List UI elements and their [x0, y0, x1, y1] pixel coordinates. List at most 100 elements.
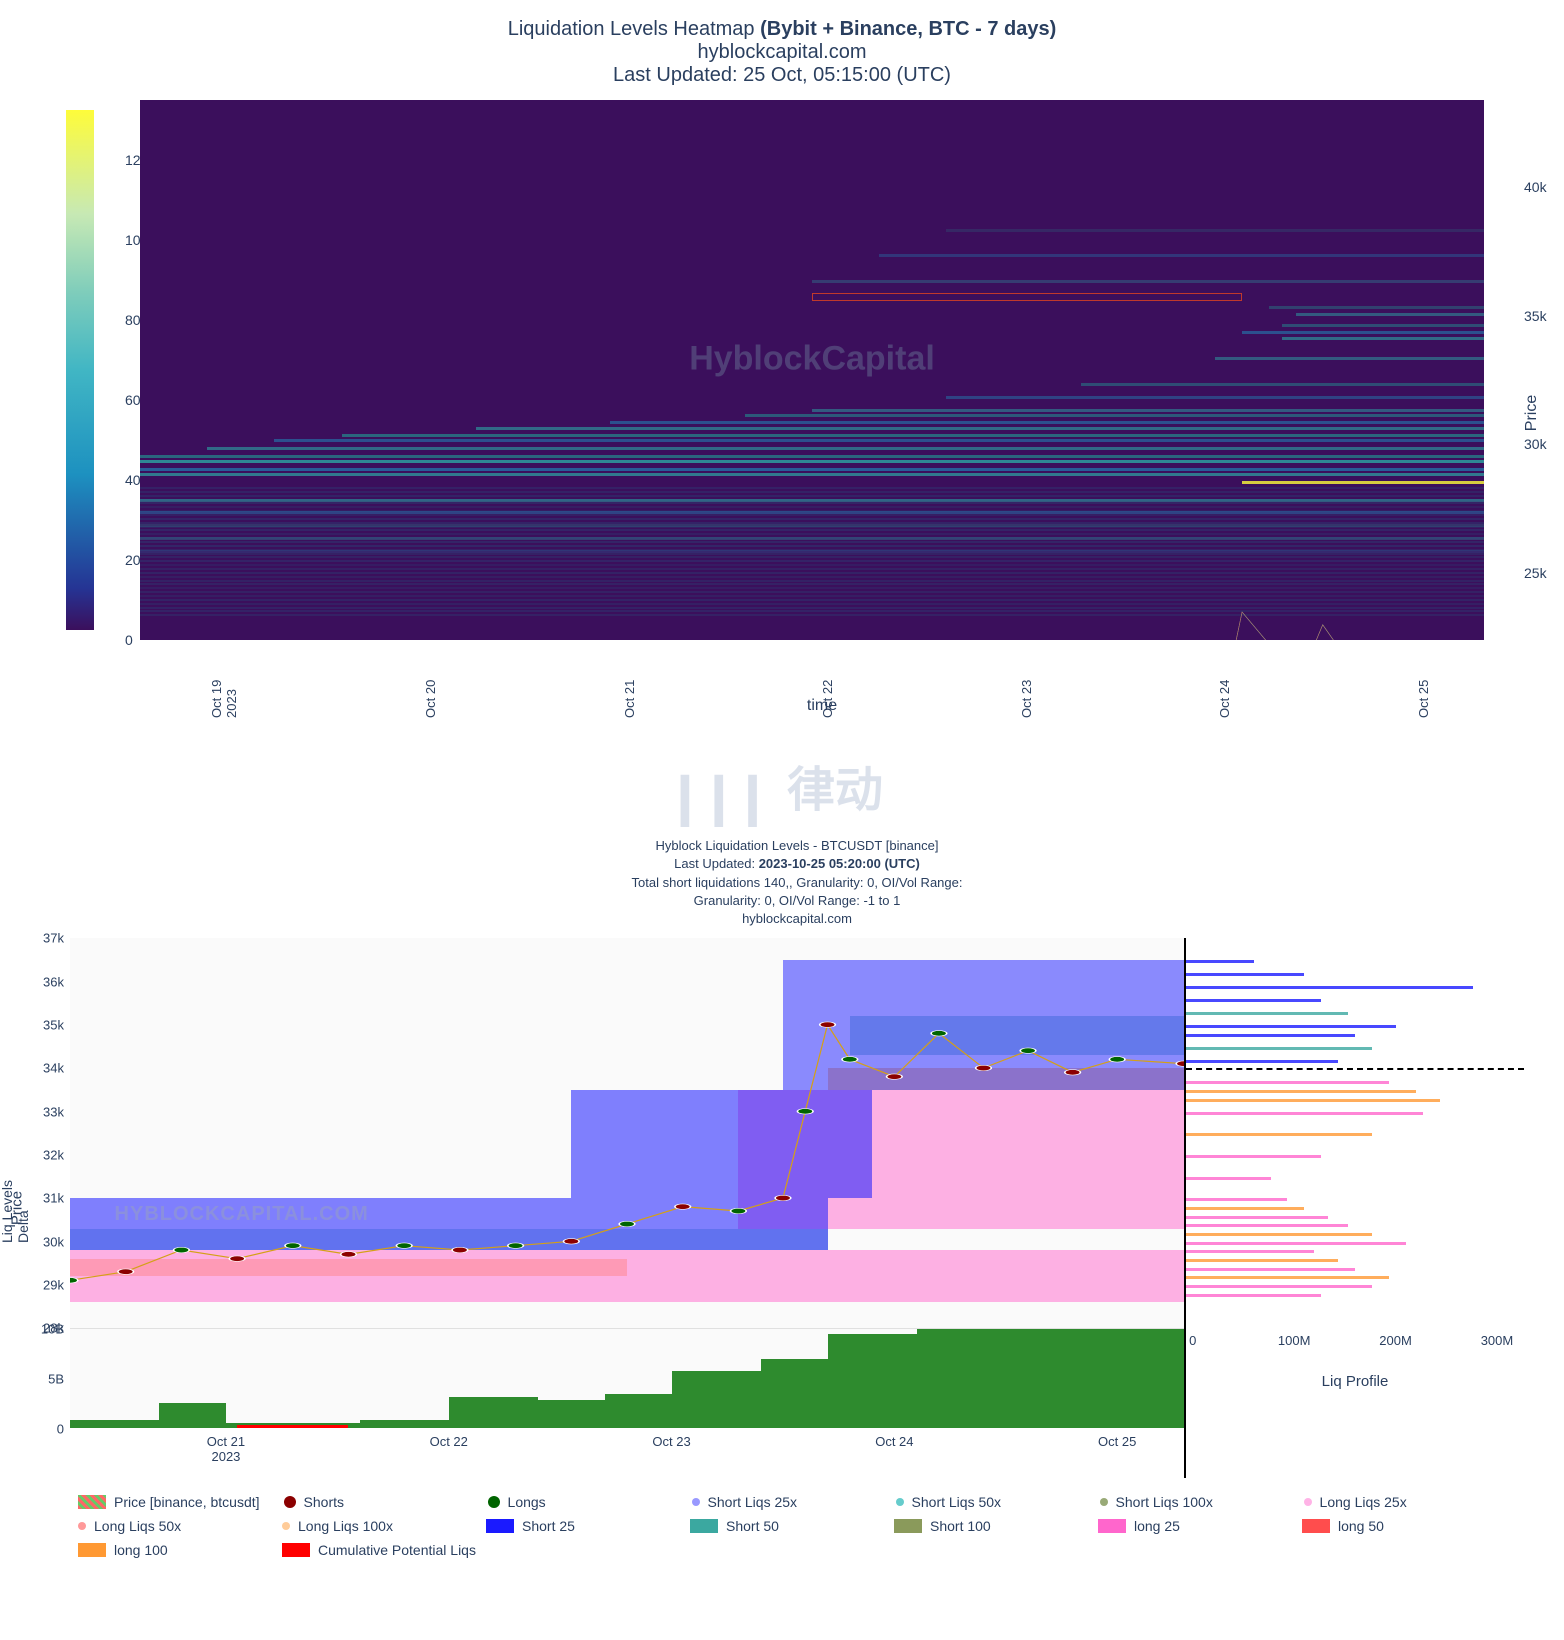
legend-point [282, 1522, 290, 1530]
bottom-x-tick: Oct 24 [875, 1434, 913, 1449]
delta-panel[interactable]: 05B10B [70, 1328, 1184, 1428]
legend-label: Short 100 [930, 1518, 991, 1534]
delta-bar [605, 1394, 672, 1429]
legend-item: Shorts [284, 1494, 464, 1510]
legend-dot [284, 1496, 296, 1508]
price-y-tick: 33k [43, 1104, 64, 1119]
profile-bar [1186, 973, 1304, 976]
legend-item: Price [binance, btcusdt] [78, 1494, 260, 1510]
profile-bar [1186, 1177, 1271, 1180]
bottom-title-1: Hyblock Liquidation Levels - BTCUSDT [bi… [70, 837, 1524, 855]
profile-x-axis: 0100M200M300M [1186, 1333, 1524, 1363]
top-plot-area: 020k40k60k80k100k120k HyblockCapital 25k… [10, 95, 1554, 730]
price-panel[interactable]: 28k29k30k31k32k33k34k35k36k37k HYBLOCKCA… [70, 938, 1184, 1328]
legend-swatch [282, 1543, 310, 1557]
price-y-tick: 37k [43, 931, 64, 946]
liq-profile-column: 0100M200M300M Liq Profile [1184, 938, 1524, 1478]
legend-label: Shorts [304, 1494, 344, 1510]
x-tick: Oct 22 [820, 680, 835, 718]
legend-item: Longs [488, 1494, 668, 1510]
profile-bar [1186, 1012, 1348, 1015]
colorbar-column [40, 100, 120, 640]
legend-item: Short 25 [486, 1518, 666, 1534]
legend-item: Short Liqs 25x [692, 1494, 872, 1510]
profile-bar [1186, 1294, 1321, 1297]
profile-x-tick: 200M [1379, 1333, 1412, 1348]
legend-label: Longs [508, 1494, 546, 1510]
profile-bar [1186, 1155, 1321, 1158]
profile-bar [1186, 1060, 1338, 1063]
bottom-title-2: Last Updated: 2023-10-25 05:20:00 (UTC) [70, 855, 1524, 873]
delta-bar [360, 1420, 449, 1428]
profile-bar [1186, 1034, 1355, 1037]
profile-bar [1186, 1285, 1372, 1288]
legend-point [1304, 1498, 1312, 1506]
y-axis-label: Price [1523, 394, 1541, 430]
profile-bar [1186, 986, 1473, 989]
y-tick: 35k [1524, 308, 1547, 324]
profile-bar [1186, 1224, 1348, 1227]
delta-bar [917, 1329, 1184, 1428]
legend-item: long 50 [1302, 1518, 1482, 1534]
profile-bar [1186, 1133, 1372, 1136]
bottom-price-svg [70, 938, 1184, 1328]
bottom-x-axis: Oct 212023Oct 22Oct 23Oct 24Oct 25 [70, 1428, 1184, 1478]
bottom-chart-titles: Hyblock Liquidation Levels - BTCUSDT [bi… [70, 837, 1524, 928]
legend-label: Short Liqs 25x [708, 1494, 798, 1510]
bottom-plot-area: Price 28k29k30k31k32k33k34k35k36k37k HYB… [70, 938, 1524, 1478]
legend-label: Long Liqs 50x [94, 1518, 181, 1534]
legend-swatch [78, 1543, 106, 1557]
legend-point [1100, 1498, 1108, 1506]
heatmap-canvas[interactable]: HyblockCapital [140, 100, 1484, 640]
legend-label: Long Liqs 100x [298, 1518, 393, 1534]
y-tick: 40k [1524, 179, 1547, 195]
legend-label: Short Liqs 100x [1116, 1494, 1213, 1510]
legend-point [692, 1498, 700, 1506]
profile-bar [1186, 1047, 1372, 1050]
profile-bar [1186, 1250, 1314, 1253]
legend-label: Long Liqs 25x [1320, 1494, 1407, 1510]
profile-x-tick: 0 [1189, 1333, 1196, 1348]
legend-item: Short Liqs 50x [896, 1494, 1076, 1510]
colorbar [66, 110, 94, 630]
delta-bar [761, 1359, 828, 1428]
legend-item: Long Liqs 25x [1304, 1494, 1484, 1510]
legend-item: Cumulative Potential Liqs [282, 1542, 476, 1558]
top-x-axis: time Oct 192023Oct 20Oct 21Oct 22Oct 23O… [160, 650, 1484, 710]
profile-bar [1186, 1099, 1440, 1102]
bottom-title-4: Granularity: 0, OI/Vol Range: -1 to 1 [70, 892, 1524, 910]
profile-bar [1186, 1081, 1389, 1084]
red-box [812, 293, 1242, 301]
delta-bar [672, 1371, 761, 1428]
profile-x-label: Liq Profile [1322, 1373, 1389, 1390]
legend-item: Short 100 [894, 1518, 1074, 1534]
legend-item: Long Liqs 50x [78, 1518, 258, 1534]
bottom-x-tick: Oct 25 [1098, 1434, 1136, 1449]
x-tick: Oct 20 [423, 680, 438, 718]
price-y-tick: 35k [43, 1017, 64, 1032]
legend-label: long 50 [1338, 1518, 1384, 1534]
title-prefix: Liquidation Levels Heatmap [508, 18, 760, 40]
legend-label: Short 50 [726, 1518, 779, 1534]
legend-label: long 25 [1134, 1518, 1180, 1534]
price-y-tick: 32k [43, 1147, 64, 1162]
bottom-left-column: Price 28k29k30k31k32k33k34k35k36k37k HYB… [70, 938, 1184, 1478]
mid-watermark-container: ▎▎▎ 律动 [10, 730, 1554, 837]
price-dash-line [1186, 1068, 1524, 1070]
legend-swatch [690, 1519, 718, 1533]
profile-bar [1186, 1268, 1355, 1271]
delta-bar [538, 1400, 605, 1428]
delta-y-tick: 10B [41, 1322, 64, 1337]
legend-item: Short 50 [690, 1518, 870, 1534]
legend-swatch [1098, 1519, 1126, 1533]
colorbar-tick: 0 [125, 632, 133, 648]
top-chart-titles: Liquidation Levels Heatmap (Bybit + Bina… [10, 10, 1554, 95]
profile-bar [1186, 960, 1254, 963]
profile-bar [1186, 1198, 1287, 1201]
liq-profile-panel[interactable] [1186, 938, 1524, 1328]
legend-dot [488, 1496, 500, 1508]
legend-label: Cumulative Potential Liqs [318, 1542, 476, 1558]
bottom-title-2-bold: 2023-10-25 05:20:00 (UTC) [759, 856, 920, 871]
profile-bar [1186, 1216, 1328, 1219]
delta-y-label: CumulativeLiq LevelsDelta [0, 1173, 31, 1243]
